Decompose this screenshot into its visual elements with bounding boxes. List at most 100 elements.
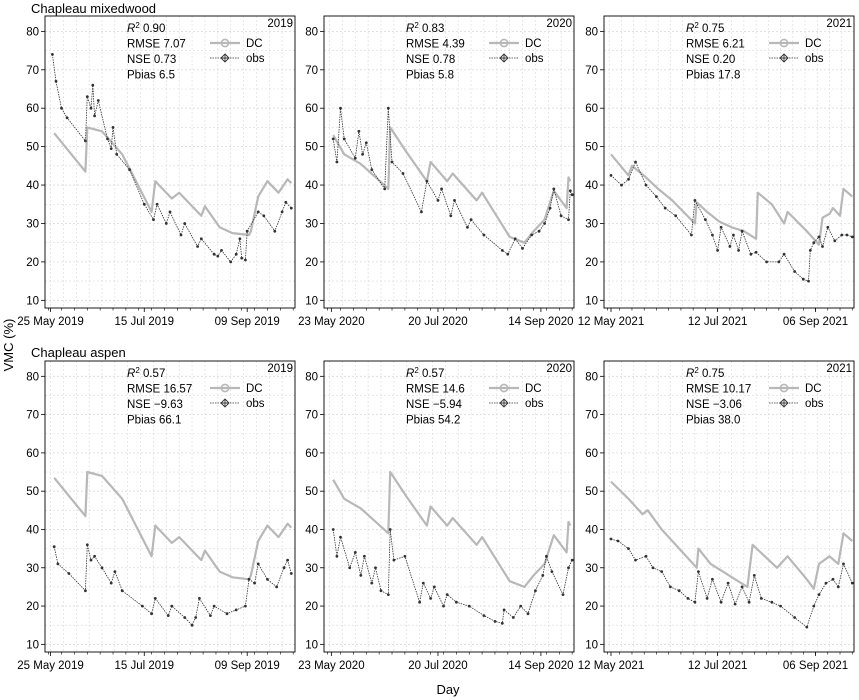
legend: DC obs <box>210 38 265 65</box>
obs-point <box>256 210 260 214</box>
obs-point <box>634 160 637 164</box>
y-axis: 10 20 30 40 50 60 70 80 <box>585 26 604 307</box>
year-label: 2020 <box>546 363 572 375</box>
obs-point <box>196 245 200 248</box>
stat-label: RMSE <box>406 39 440 51</box>
obs-point <box>511 616 515 619</box>
obs-point <box>51 53 54 56</box>
obs-point <box>244 604 247 608</box>
stat-sup: 2 <box>414 21 419 30</box>
obs-point <box>453 199 456 202</box>
obs-point <box>502 608 506 612</box>
series-dc-line <box>53 126 293 237</box>
series-obs-points <box>331 528 574 625</box>
obs-point <box>392 558 396 562</box>
obs-point <box>339 535 342 539</box>
stat-label: NSE <box>127 54 151 66</box>
obs-point <box>253 581 256 585</box>
obs-point <box>109 147 113 151</box>
obs-point <box>331 528 335 531</box>
obs-point <box>386 106 390 110</box>
obs-point <box>777 260 781 264</box>
obs-point <box>570 193 574 197</box>
legend-dc-label: DC <box>525 383 542 395</box>
y-tick-label: 80 <box>585 371 598 383</box>
legend-dc-label: DC <box>805 38 822 50</box>
panel-mixedwood-2019: 10 20 30 40 50 60 70 80 25 May 2019 15 Jul 2019 09… <box>17 15 296 328</box>
stat-r: R2 0.57 <box>127 366 165 381</box>
obs-point <box>500 249 504 252</box>
stat-rmse: RMSE 7.07 <box>127 39 186 51</box>
panel-frame <box>44 360 296 653</box>
obs-point <box>824 581 828 585</box>
x-tick-label: 06 Sep 2021 <box>783 316 848 328</box>
y-axis: 10 20 30 40 50 60 70 80 <box>26 26 45 307</box>
obs-point <box>89 106 93 110</box>
obs-point <box>842 562 845 566</box>
obs-point <box>693 199 697 202</box>
obs-point <box>370 581 374 585</box>
group-title-mixedwood: Chapleau mixedwood <box>31 1 156 16</box>
obs-point <box>620 183 623 187</box>
grid <box>45 16 295 308</box>
obs-point <box>836 585 840 589</box>
obs-point <box>266 577 269 581</box>
obs-point <box>386 593 390 596</box>
obs-point <box>289 206 293 210</box>
obs-point <box>244 258 247 262</box>
stat-label: R <box>686 23 694 35</box>
legend-obs-label: obs <box>525 53 544 65</box>
stat-value: 54.2 <box>438 415 460 427</box>
obs-point <box>85 95 89 99</box>
stat-label: Pbias <box>406 415 435 427</box>
stat-rmse: RMSE 10.17 <box>686 384 751 396</box>
obs-point <box>482 233 486 237</box>
stat-pbias: Pbias 54.2 <box>406 415 460 427</box>
stat-r: R2 0.75 <box>686 366 724 381</box>
obs-point <box>537 229 541 233</box>
obs-point <box>765 260 768 264</box>
obs-point <box>545 554 548 558</box>
obs-point <box>238 237 242 241</box>
obs-point <box>801 277 805 281</box>
obs-point <box>225 612 229 616</box>
obs-point <box>212 604 216 608</box>
obs-point <box>256 562 260 566</box>
y-tick-label: 70 <box>26 410 39 422</box>
legend-dc-marker <box>499 383 509 393</box>
y-tick-label: 50 <box>305 486 318 498</box>
obs-point <box>805 625 809 629</box>
obs-point <box>84 589 87 593</box>
panel-aspen-2019: 10 20 30 40 50 60 70 80 25 May 2019 15 Jul 2019 09… <box>17 360 296 672</box>
obs-point <box>831 577 835 581</box>
obs-point <box>209 614 212 617</box>
stats-annotation: R2 0.83 RMSE 4.39 NSE 0.78 Pbias 5.8 <box>406 21 465 82</box>
stat-label: R <box>686 368 694 380</box>
y-axis-title: VMC (%) <box>1 319 16 372</box>
obs-point <box>403 554 407 558</box>
x-tick-label: 25 May 2019 <box>17 316 84 328</box>
stat-nse: NSE −9.63 <box>127 399 183 411</box>
series-obs-line <box>332 108 573 255</box>
stat-rmse: RMSE 14.6 <box>406 384 465 396</box>
obs-point <box>669 585 672 589</box>
obs-point <box>166 614 170 617</box>
obs-point <box>469 218 473 222</box>
stat-value: 38.0 <box>718 415 740 427</box>
obs-point <box>262 214 266 218</box>
obs-point <box>627 547 630 550</box>
obs-point <box>93 114 96 118</box>
stat-nse: NSE 0.78 <box>406 54 455 66</box>
x-axis: 12 May 2021 12 Jul 2021 06 Sep 2021 <box>578 308 853 328</box>
y-tick-label: 80 <box>305 26 318 38</box>
y-tick-label: 30 <box>26 218 39 230</box>
y-tick-label: 40 <box>26 180 39 192</box>
obs-point <box>697 570 700 573</box>
stat-value: 17.8 <box>718 70 740 82</box>
panels: 10 20 30 40 50 60 70 80 25 May 2019 15 Jul 2019 09… <box>17 15 855 672</box>
obs-point <box>65 116 69 120</box>
x-tick-label: 23 May 2020 <box>298 316 365 328</box>
obs-point <box>719 600 723 604</box>
obs-point <box>711 577 714 581</box>
obs-point <box>379 589 383 593</box>
